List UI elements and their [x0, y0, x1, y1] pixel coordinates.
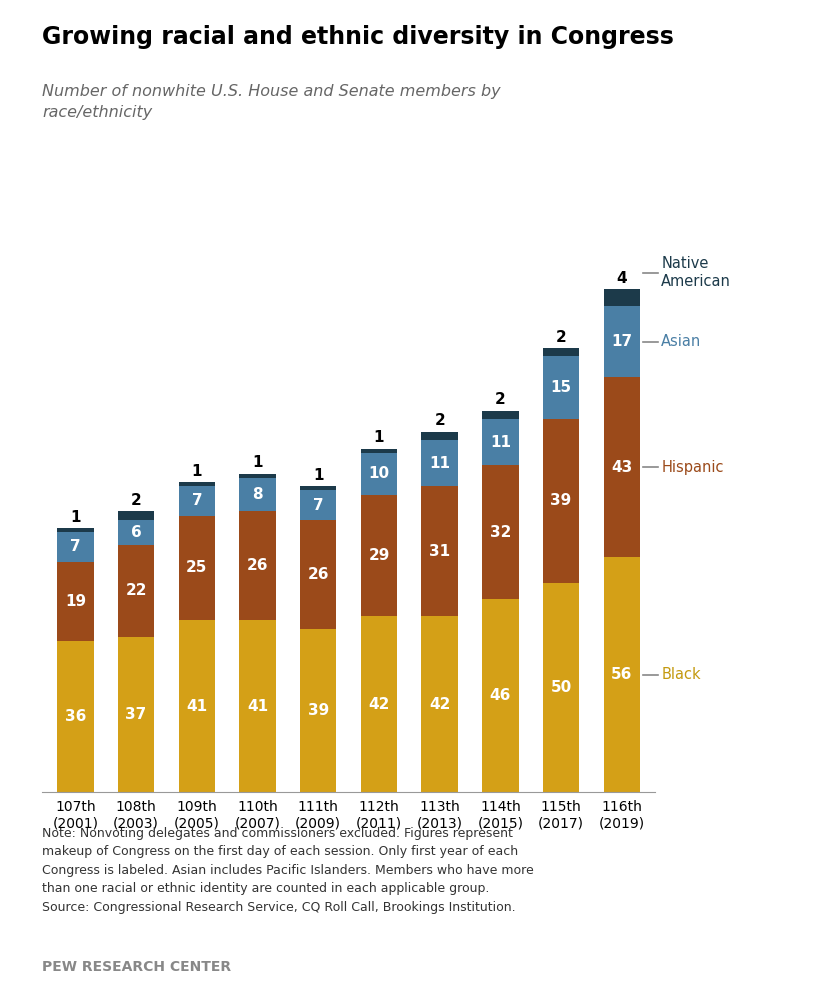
Bar: [604, 557, 640, 792]
Text: 7: 7: [70, 540, 81, 554]
Text: 7: 7: [313, 498, 323, 513]
Text: 4: 4: [617, 271, 627, 286]
Bar: [239, 621, 276, 792]
Bar: [360, 452, 397, 495]
Bar: [422, 486, 458, 616]
Text: 2: 2: [556, 330, 566, 345]
Bar: [179, 482, 215, 486]
Bar: [543, 356, 580, 419]
Text: 2: 2: [131, 493, 141, 508]
Bar: [239, 473, 276, 478]
Text: 37: 37: [125, 707, 147, 722]
Bar: [543, 582, 580, 792]
Bar: [179, 486, 215, 516]
Text: 1: 1: [192, 463, 202, 479]
Bar: [543, 348, 580, 356]
Text: 15: 15: [550, 380, 572, 395]
Bar: [604, 289, 640, 306]
Bar: [118, 544, 155, 637]
Text: 22: 22: [125, 583, 147, 598]
Bar: [482, 419, 518, 465]
Bar: [482, 599, 518, 792]
Text: 2: 2: [495, 392, 506, 408]
Bar: [300, 486, 337, 490]
Text: 39: 39: [550, 493, 572, 509]
Bar: [179, 516, 215, 621]
Bar: [57, 642, 93, 792]
Text: 25: 25: [186, 560, 207, 575]
Text: PEW RESEARCH CENTER: PEW RESEARCH CENTER: [42, 960, 231, 974]
Text: 32: 32: [490, 525, 511, 540]
Text: 42: 42: [368, 697, 390, 712]
Text: 46: 46: [490, 688, 511, 703]
Text: 26: 26: [247, 558, 268, 573]
Bar: [482, 465, 518, 599]
Bar: [300, 629, 337, 792]
Text: 1: 1: [71, 510, 81, 525]
Text: 41: 41: [186, 699, 207, 714]
Bar: [604, 377, 640, 557]
Bar: [118, 512, 155, 520]
Bar: [239, 478, 276, 512]
Bar: [543, 419, 580, 582]
Bar: [604, 306, 640, 377]
Bar: [300, 490, 337, 520]
Text: Number of nonwhite U.S. House and Senate members by
race/ethnicity: Number of nonwhite U.S. House and Senate…: [42, 84, 501, 120]
Text: 39: 39: [307, 703, 329, 718]
Bar: [360, 616, 397, 792]
Text: 43: 43: [612, 460, 633, 475]
Text: 41: 41: [247, 699, 268, 714]
Bar: [57, 528, 93, 533]
Text: 42: 42: [429, 697, 450, 712]
Bar: [422, 616, 458, 792]
Text: 7: 7: [192, 493, 202, 509]
Text: 19: 19: [65, 594, 86, 609]
Text: 11: 11: [429, 455, 450, 470]
Text: Asian: Asian: [661, 335, 701, 349]
Bar: [482, 411, 518, 419]
Text: Native
American: Native American: [661, 256, 731, 289]
Bar: [360, 495, 397, 616]
Text: 36: 36: [65, 709, 86, 724]
Text: 17: 17: [612, 335, 633, 349]
Text: Black: Black: [661, 667, 701, 682]
Text: 1: 1: [252, 455, 263, 470]
Text: 26: 26: [307, 566, 329, 582]
Text: 31: 31: [429, 544, 450, 558]
Text: 29: 29: [368, 547, 390, 563]
Text: 1: 1: [374, 431, 384, 446]
Bar: [422, 441, 458, 486]
Text: 6: 6: [131, 525, 141, 540]
Text: 50: 50: [550, 680, 572, 695]
Bar: [57, 561, 93, 642]
Text: 8: 8: [252, 487, 263, 502]
Bar: [300, 520, 337, 629]
Bar: [118, 520, 155, 544]
Bar: [118, 637, 155, 792]
Bar: [57, 533, 93, 561]
Bar: [179, 621, 215, 792]
Text: 2: 2: [434, 414, 445, 429]
Text: 10: 10: [369, 466, 390, 481]
Text: Growing racial and ethnic diversity in Congress: Growing racial and ethnic diversity in C…: [42, 25, 674, 49]
Text: Note: Nonvoting delegates and commissioners excluded. Figures represent
makeup o: Note: Nonvoting delegates and commission…: [42, 827, 533, 914]
Bar: [422, 432, 458, 441]
Bar: [360, 448, 397, 452]
Text: 56: 56: [612, 667, 633, 682]
Text: Hispanic: Hispanic: [661, 460, 724, 475]
Text: 11: 11: [490, 435, 511, 449]
Bar: [239, 512, 276, 621]
Text: 1: 1: [313, 468, 323, 483]
